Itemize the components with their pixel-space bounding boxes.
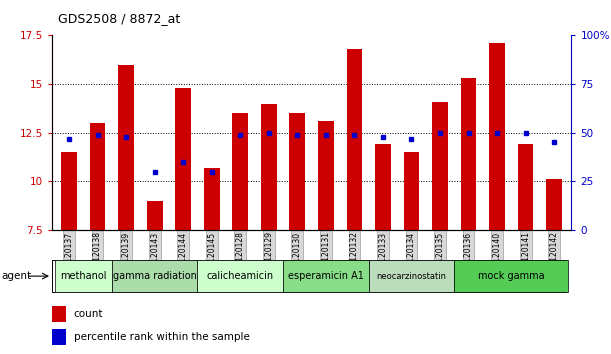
Bar xyxy=(119,64,134,230)
Text: neocarzinostatin: neocarzinostatin xyxy=(376,272,447,281)
Bar xyxy=(290,113,305,230)
Text: esperamicin A1: esperamicin A1 xyxy=(288,271,364,281)
Bar xyxy=(61,152,77,230)
Bar xyxy=(546,179,562,230)
Bar xyxy=(432,102,448,230)
Bar xyxy=(261,103,277,230)
Bar xyxy=(283,260,368,292)
Text: GDS2508 / 8872_at: GDS2508 / 8872_at xyxy=(58,12,180,25)
Bar xyxy=(52,329,67,345)
Text: methanol: methanol xyxy=(60,271,106,281)
Bar xyxy=(175,88,191,230)
Bar xyxy=(318,121,334,230)
Text: gamma radiation: gamma radiation xyxy=(112,271,197,281)
Bar xyxy=(455,260,568,292)
Text: count: count xyxy=(74,309,103,319)
Text: mock gamma: mock gamma xyxy=(478,271,544,281)
Bar xyxy=(489,43,505,230)
Bar xyxy=(346,49,362,230)
Bar xyxy=(197,260,283,292)
Bar xyxy=(518,144,533,230)
Bar xyxy=(368,260,455,292)
Bar xyxy=(147,201,163,230)
Bar xyxy=(461,78,477,230)
Bar xyxy=(52,306,67,321)
Text: percentile rank within the sample: percentile rank within the sample xyxy=(74,332,250,342)
Bar xyxy=(375,144,391,230)
Bar xyxy=(90,123,106,230)
Bar xyxy=(232,113,248,230)
Bar xyxy=(112,260,197,292)
Text: calicheamicin: calicheamicin xyxy=(207,271,274,281)
Bar xyxy=(204,168,219,230)
Bar xyxy=(55,260,112,292)
Text: agent: agent xyxy=(1,271,31,281)
Bar xyxy=(404,152,419,230)
